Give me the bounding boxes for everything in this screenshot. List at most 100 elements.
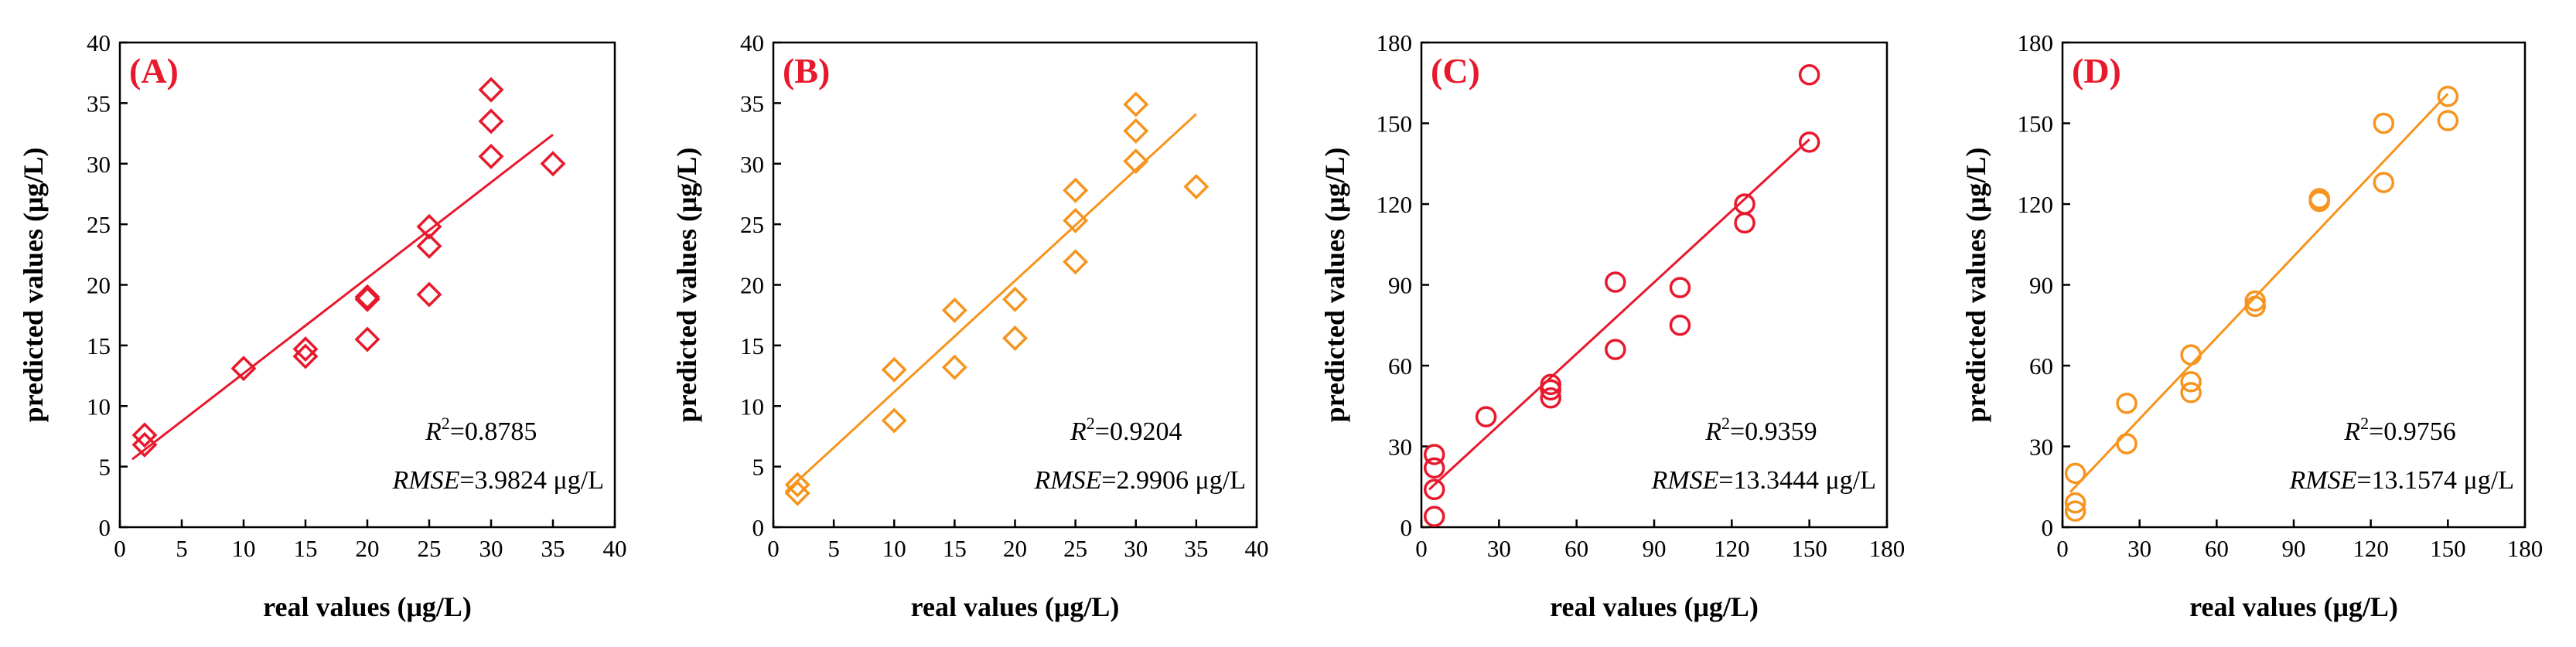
panel-label: (A) [129, 51, 179, 90]
x-tick-label: 0 [114, 535, 126, 562]
data-point [1063, 249, 1089, 275]
y-tick-label: 25 [87, 211, 111, 238]
x-tick-label: 25 [418, 535, 442, 562]
x-tick-label: 30 [1487, 535, 1511, 562]
y-tick-label: 30 [1388, 434, 1412, 461]
data-point [2308, 190, 2330, 213]
y-axis-title: predicted values (μg/L) [671, 148, 702, 423]
r-squared-symbol: R [1070, 417, 1087, 446]
data-point [1423, 478, 1445, 500]
plot-frame [772, 41, 1258, 529]
data-point [1002, 325, 1028, 351]
data-point [2180, 344, 2202, 366]
data-point [230, 356, 257, 382]
r-squared-value: =0.8785 [450, 417, 537, 446]
data-point [2180, 382, 2202, 404]
data-point [131, 422, 158, 448]
y-axis-title: predicted values (μg/L) [1960, 148, 1991, 423]
chart-panel: 0 30 60 90 120 150 180 0 30 60 90 120 150 180 real val… [1960, 29, 2543, 622]
data-point [1123, 148, 1149, 175]
y-tick-label: 40 [740, 29, 764, 56]
rmse-value: =3.9824 μg/L [459, 466, 604, 495]
x-axis-title: real values (μg/L) [263, 591, 472, 622]
r-squared-superscript: 2 [1087, 414, 1095, 433]
y-tick-label: 0 [752, 514, 765, 541]
data-point [1423, 457, 1445, 479]
x-tick-label: 40 [603, 535, 627, 562]
data-point [2064, 500, 2086, 522]
data-point [2244, 290, 2266, 312]
y-tick-label: 5 [752, 454, 765, 481]
r-squared-annotation: R2=0.8785 [425, 414, 537, 446]
data-point [1669, 277, 1691, 298]
y-tick-label: 60 [2029, 352, 2053, 380]
rmse-symbol: RMSE [392, 466, 460, 495]
data-point [2116, 433, 2138, 455]
x-tick-label: 150 [2430, 535, 2466, 562]
data-point [1002, 286, 1028, 312]
x-tick-label: 90 [2282, 535, 2306, 562]
y-tick-label: 60 [1388, 352, 1412, 380]
data-point [2373, 112, 2395, 135]
y-tick-label: 5 [99, 454, 111, 481]
data-point [1183, 174, 1210, 200]
x-tick-label: 30 [479, 535, 503, 562]
x-tick-label: 15 [294, 535, 318, 562]
y-tick-label: 20 [740, 272, 764, 299]
data-point [416, 233, 442, 259]
y-tick-label: 150 [2018, 111, 2054, 138]
data-point [540, 151, 566, 177]
data-point [354, 284, 380, 310]
data-point [784, 480, 810, 506]
data-point [354, 326, 380, 352]
r-squared-symbol: R [425, 417, 442, 446]
data-point [292, 343, 319, 369]
data-point [1540, 373, 1561, 396]
x-tick-label: 15 [943, 535, 967, 562]
data-point [2116, 393, 2138, 414]
x-tick-label: 40 [1245, 535, 1269, 562]
x-tick-label: 25 [1063, 535, 1087, 562]
data-point [416, 281, 442, 308]
y-tick-label: 120 [2018, 191, 2054, 218]
panel-label: (C) [1431, 51, 1480, 90]
rmse-value: =2.9906 μg/L [1101, 466, 1246, 495]
rmse-annotation: RMSE=13.3444 μg/L [1651, 466, 1876, 495]
data-point [784, 472, 810, 498]
x-tick-label: 10 [882, 535, 906, 562]
y-tick-label: 35 [87, 90, 111, 117]
rmse-symbol: RMSE [1651, 466, 1719, 495]
x-tick-label: 180 [1869, 535, 1906, 562]
y-tick-label: 30 [87, 151, 111, 178]
r-squared-value: =0.9359 [1730, 417, 1817, 446]
x-tick-label: 20 [1003, 535, 1027, 562]
chart-panel: 0 5 10 15 20 25 30 35 40 0 5 10 15 20 25 30 35 40 real val… [18, 29, 627, 622]
y-tick-label: 30 [740, 151, 764, 178]
data-point [2064, 492, 2086, 514]
y-tick-label: 90 [1388, 272, 1412, 299]
data-point [941, 354, 967, 380]
rmse-annotation: RMSE=2.9906 μg/L [1034, 466, 1246, 495]
data-point [1798, 64, 1820, 86]
y-tick-label: 0 [99, 514, 111, 541]
rmse-symbol: RMSE [2289, 466, 2357, 495]
fit-line [131, 133, 554, 461]
data-point [1123, 117, 1149, 144]
data-point [478, 143, 504, 169]
y-tick-label: 25 [740, 211, 764, 238]
data-point [1798, 131, 1820, 153]
y-tick-label: 15 [740, 332, 764, 359]
data-point [2064, 462, 2086, 485]
data-point [1540, 379, 1561, 401]
rmse-value: =13.1574 μg/L [2356, 466, 2514, 495]
y-axis-title: predicted values (μg/L) [18, 148, 49, 423]
rmse-symbol: RMSE [1034, 466, 1102, 495]
data-point [2373, 172, 2395, 193]
r-squared-superscript: 2 [2360, 414, 2369, 433]
data-point [1423, 444, 1445, 465]
y-tick-label: 150 [1377, 111, 1413, 138]
data-point [478, 77, 504, 103]
data-point [1475, 406, 1497, 427]
x-tick-label: 150 [1791, 535, 1827, 562]
